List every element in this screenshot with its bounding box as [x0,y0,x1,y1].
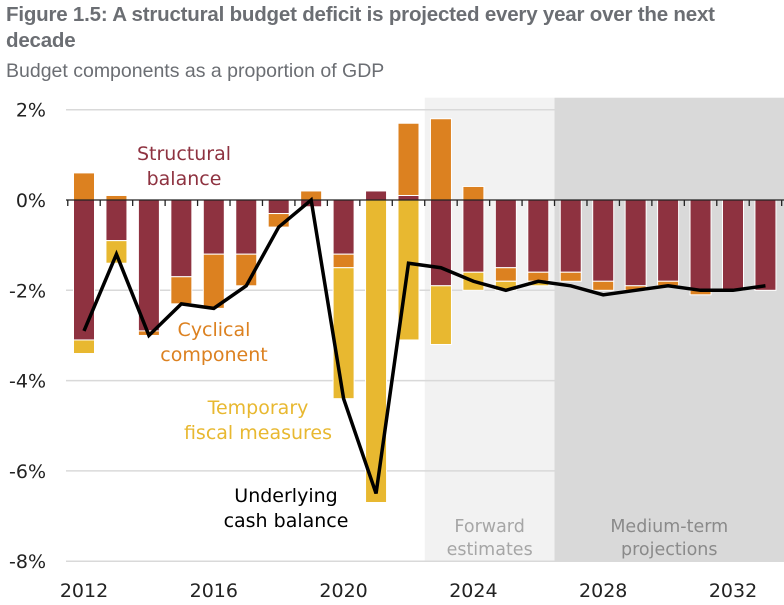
structural-balance-bar [235,199,258,255]
cyclical-component-bar [559,271,582,282]
shaded-period-label: projections [621,540,718,560]
cyclical-component-bar [462,185,485,201]
temporary-measures-bar [429,285,452,345]
underlying-cash-balance-annotation: cash balance [224,510,349,532]
y-tick-label: -8% [9,551,46,573]
structural-balance-bar [365,190,388,201]
x-axis: 2012 2016 2020 2024 2028 2032 [60,199,784,602]
shaded-periods: Forward estimates Medium-term projections [424,97,784,562]
structural-balance-bar [202,199,225,255]
structural-balance-bar [332,199,355,255]
cyclical-component-bar [494,267,517,282]
temporary-measures-annotation: fiscal measures [184,422,332,444]
structural-balance-bar [73,199,95,341]
bars [73,118,777,504]
structural-balance-bar [494,199,517,269]
shaded-period-label: estimates [447,540,533,560]
structural-balance-bar [722,199,744,291]
structural-balance-annotation: balance [147,168,222,190]
shaded-period-medium-term-projections [554,97,784,562]
temporary-measures-bar [365,199,388,504]
temporary-measures-bar [332,267,355,400]
y-tick-label: -2% [9,280,46,302]
structural-balance-bar [559,199,582,273]
cyclical-component-bar [397,122,420,196]
cyclical-component-annotation: component [160,344,268,366]
x-tick-label: 2012 [60,580,108,602]
structural-balance-bar [689,199,712,291]
structural-balance-bar [397,194,420,201]
underlying-cash-balance-annotation: Underlying [234,485,337,507]
structural-balance-bar [657,199,680,282]
cyclical-component-bar [429,118,452,201]
structural-balance-bar [462,199,485,273]
structural-balance-bar [527,199,550,273]
chart-subtitle: Budget components as a proportion of GDP [6,60,385,82]
cyclical-component-bar [170,276,193,305]
structural-balance-bar [624,199,647,287]
y-tick-label: 2% [16,100,46,122]
cyclical-component-bar [202,253,225,309]
structural-balance-bar [429,199,452,287]
temporary-measures-annotation: Temporary [207,397,309,419]
y-tick-label: 0% [16,190,46,212]
x-tick-label: 2016 [190,580,238,602]
chart-title: Figure 1.5: A structural budget deficit … [6,3,715,52]
structural-balance-bar [137,199,160,332]
temporary-measures-bar [73,339,95,355]
cyclical-component-bar [592,280,615,291]
cyclical-component-bar [105,194,128,201]
y-tick-label: -6% [9,461,46,483]
underlying-cash-balance-line [82,196,766,495]
shaded-period-label: Medium-term [610,517,728,537]
cyclical-component-annotation: Cyclical [178,319,251,341]
structural-balance-bar [267,199,290,215]
cyclical-component-bar [73,172,95,201]
cyclical-component-bar [332,253,355,269]
structural-balance-bar [170,199,193,278]
structural-balance-bar [592,199,615,282]
underlying-cash-balance-path [82,196,766,495]
y-tick-label: -4% [9,371,46,393]
labels: Structural balance Cyclical component Tempor… [137,143,348,532]
structural-balance-annotation: Structural [137,143,231,165]
x-tick-label: 2028 [579,580,627,602]
shaded-period-label: Forward [454,517,524,537]
x-tick-label: 2020 [319,580,367,602]
structural-balance-bar [105,199,128,242]
structural-balance-bar [754,199,777,291]
x-tick-label: 2032 [709,580,757,602]
x-tick-label: 2024 [449,580,497,602]
